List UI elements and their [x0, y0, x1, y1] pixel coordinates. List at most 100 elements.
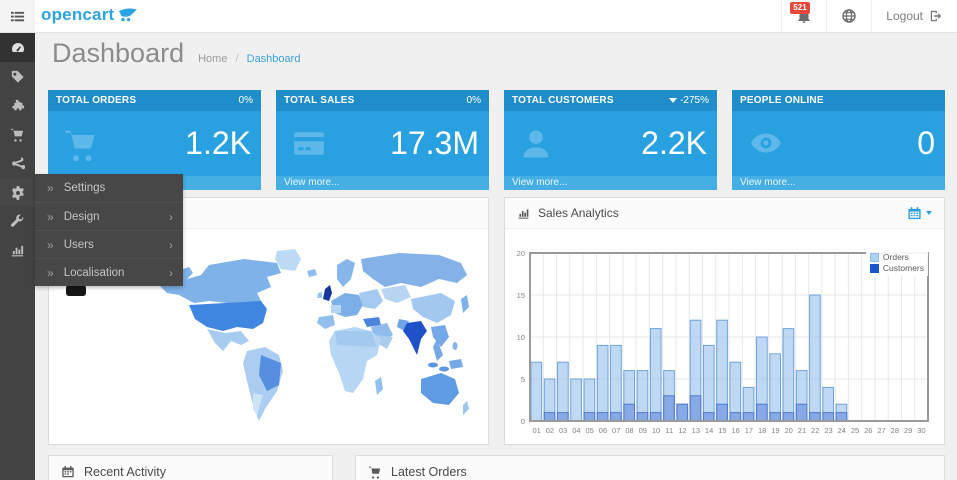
bar-chart-icon — [518, 208, 529, 219]
map-region-japan[interactable] — [461, 295, 469, 313]
tile-header: TOTAL SALES 0% — [276, 90, 489, 111]
view-more-link[interactable]: View more... — [276, 176, 489, 190]
map-region-argentina[interactable] — [253, 393, 263, 415]
date-range-dropdown-button[interactable] — [907, 206, 932, 221]
tile-body: 1.2K — [48, 111, 261, 176]
menu-toggle-button[interactable] — [0, 0, 35, 32]
breadcrumb-current-link[interactable]: Dashboard — [246, 53, 301, 65]
customers-swatch — [869, 263, 879, 273]
sidebar-item-sales[interactable] — [0, 120, 35, 149]
double-chevron-icon: » — [47, 237, 54, 252]
opencart-logo[interactable]: opencart — [41, 5, 138, 25]
flyout-item-label: Localisation — [63, 266, 125, 279]
svg-text:17: 17 — [745, 426, 753, 435]
language-button[interactable] — [826, 0, 871, 32]
tile-value: 17.3M — [390, 125, 479, 161]
map-region-brazil[interactable] — [259, 355, 281, 391]
map-region-madagascar[interactable] — [375, 377, 383, 395]
gear-icon — [11, 185, 24, 200]
map-region-philippines[interactable] — [452, 342, 458, 350]
map-region-north-africa[interactable] — [335, 331, 377, 347]
sidebar-item-marketing[interactable] — [0, 149, 35, 178]
map-region-indonesia[interactable] — [428, 362, 438, 368]
map-region-eastern-europe[interactable] — [359, 289, 383, 309]
map-region-indochina[interactable] — [433, 339, 443, 361]
flyout-item-localisation[interactable]: » Localisation › — [35, 258, 183, 286]
submenu-arrow-icon: › — [169, 209, 173, 224]
user-icon — [523, 130, 549, 158]
map-region-indonesia[interactable] — [439, 366, 449, 372]
flyout-item-design[interactable]: » Design › — [35, 202, 183, 230]
map-region-turkey[interactable] — [363, 317, 381, 327]
map-region-greenland[interactable] — [275, 249, 301, 271]
tile-change: 0% — [466, 95, 481, 106]
map-region-new-guinea[interactable] — [449, 359, 463, 369]
view-more-link[interactable]: View more... — [732, 176, 945, 190]
sidebar-item-extensions[interactable] — [0, 91, 35, 120]
map-region-scandinavia[interactable] — [337, 259, 355, 287]
notifications-badge: 521 — [790, 2, 810, 14]
sidebar-item-system[interactable] — [0, 178, 35, 207]
tile-body: 17.3M — [276, 111, 489, 176]
double-chevron-icon: » — [47, 181, 54, 195]
tile-body: 0 — [732, 111, 945, 176]
map-region-iceland[interactable] — [307, 269, 317, 277]
sales-panel-header: Sales Analytics — [505, 198, 944, 229]
sidebar-item-catalog[interactable] — [0, 62, 35, 91]
map-region-new-zealand[interactable] — [463, 401, 469, 415]
view-more-link[interactable]: View more... — [504, 176, 717, 190]
sidebar-item-reports[interactable] — [0, 236, 35, 265]
map-zoom-control[interactable] — [66, 285, 86, 296]
map-region-india[interactable] — [403, 321, 427, 355]
recent-activity-title: Recent Activity — [84, 464, 166, 479]
double-chevron-icon: » — [47, 209, 54, 224]
tile-value: 2.2K — [641, 125, 707, 161]
sidebar-item-tools[interactable] — [0, 207, 35, 236]
map-region-mexico[interactable] — [207, 329, 249, 351]
svg-text:01: 01 — [532, 426, 540, 435]
logout-button[interactable]: Logout — [871, 0, 957, 32]
map-region-spain[interactable] — [317, 315, 335, 329]
chart-legend: Orders Customers — [865, 249, 928, 276]
map-region-france[interactable] — [331, 305, 341, 313]
svg-text:29: 29 — [904, 426, 912, 435]
flyout-item-label: Users — [63, 238, 94, 251]
dashboard-icon — [11, 42, 24, 52]
map-region-russia[interactable] — [361, 253, 467, 287]
tile-change: 0% — [238, 95, 253, 106]
svg-text:12: 12 — [678, 426, 686, 435]
topbar-actions: 521 Logout — [781, 0, 957, 32]
flyout-item-users[interactable]: » Users › — [35, 230, 183, 258]
sales-chart-area: 0 5 10 15 20 01 02 03 04 05 06 07 08 09 10 11 12 13 14 15 16… — [505, 229, 946, 445]
map-region-usa[interactable] — [189, 301, 267, 331]
tile-value: 1.2K — [185, 125, 251, 161]
map-region-southeast-asia[interactable] — [431, 325, 449, 347]
recent-activity-panel: Recent Activity — [48, 455, 333, 480]
map-region-saudi-arabia[interactable] — [377, 335, 393, 349]
tile-title: TOTAL SALES — [284, 95, 355, 106]
breadcrumb-home-link[interactable]: Home — [198, 53, 228, 65]
map-region-central-asia[interactable] — [381, 285, 411, 303]
flyout-item-settings[interactable]: » Settings — [35, 174, 183, 202]
svg-text:15: 15 — [517, 291, 525, 300]
map-region-canada[interactable] — [159, 259, 281, 305]
orders-swatch — [869, 252, 879, 262]
tile-total-customers: TOTAL CUSTOMERS -275% 2.2K View more... — [504, 90, 717, 190]
opencart-cart-icon — [119, 8, 138, 22]
world-map-svg — [159, 249, 469, 421]
wrench-icon — [10, 214, 24, 227]
svg-text:20: 20 — [785, 426, 793, 435]
svg-text:18: 18 — [758, 426, 766, 435]
shopping-cart-icon — [10, 128, 24, 142]
map-region-china[interactable] — [411, 293, 455, 323]
map-region-australia[interactable] — [421, 373, 459, 405]
svg-text:15: 15 — [718, 426, 726, 435]
sidebar-item-dashboard[interactable] — [0, 33, 35, 62]
map-region-ireland[interactable] — [317, 292, 322, 298]
svg-text:22: 22 — [811, 426, 819, 435]
tile-value: 0 — [917, 125, 935, 161]
map-region-uk[interactable] — [323, 285, 332, 301]
notifications-button[interactable]: 521 — [781, 0, 826, 32]
sales-analytics-panel: Sales Analytics 0 5 10 15 20 01 02 03 04 05 06 07 08… — [504, 197, 945, 445]
